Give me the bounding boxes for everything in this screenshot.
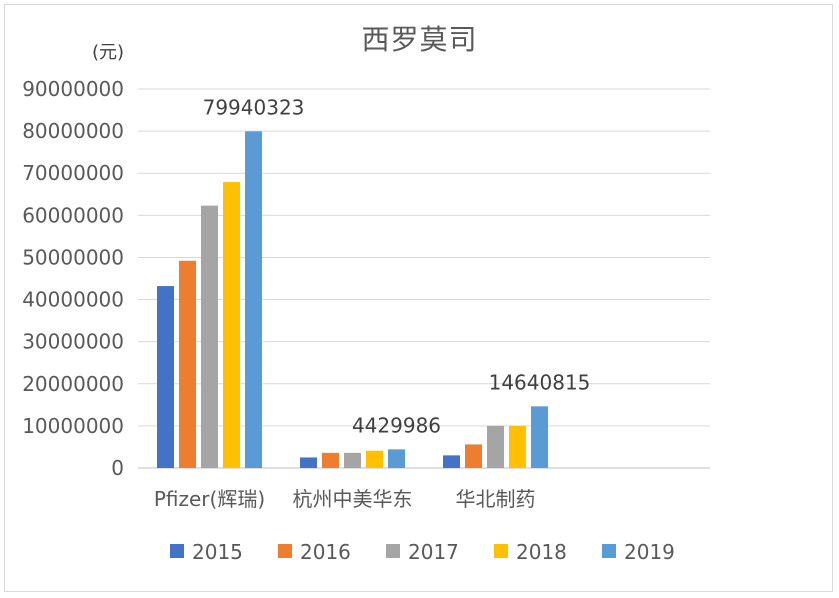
legend-swatch-2017 [386, 544, 400, 558]
bar-2019-1 [388, 449, 405, 468]
data-label: 79940323 [203, 95, 305, 119]
y-tick-label: 90000000 [22, 77, 124, 101]
chart-title: 西罗莫司 [361, 23, 478, 56]
y-tick-label: 80000000 [22, 119, 124, 143]
x-axis-category-labels: Pfizer(辉瑞) 杭州中美华东 华北制药 [154, 487, 536, 511]
y-tick-label: 30000000 [22, 330, 124, 354]
bar-2019-0 [245, 131, 262, 468]
category-label: 华北制药 [456, 487, 536, 511]
legend-swatch-2015 [170, 544, 184, 558]
data-label: 4429986 [352, 413, 441, 437]
bars [157, 131, 548, 469]
y-tick-label: 70000000 [22, 161, 124, 185]
legend-swatch-2016 [278, 544, 292, 558]
bar-2018-1 [366, 450, 383, 468]
data-labels: 79940323 4429986 14640815 [203, 95, 591, 437]
bar-2017-1 [344, 452, 361, 468]
category-label: Pfizer(辉瑞) [154, 487, 265, 511]
y-tick-label: 0 [111, 456, 124, 480]
legend-swatch-2018 [494, 544, 508, 558]
bar-2015-2 [443, 455, 460, 468]
bar-2017-0 [201, 205, 218, 469]
y-axis-tick-labels: 0 10000000 20000000 30000000 40000000 5000000… [22, 77, 124, 480]
legend: 2015 2016 2017 2018 2019 [170, 540, 675, 564]
y-tick-label: 50000000 [22, 245, 124, 269]
bar-2019-2 [531, 406, 548, 468]
legend-label: 2018 [516, 540, 567, 564]
y-tick-label: 40000000 [22, 288, 124, 312]
bar-2016-1 [322, 452, 339, 468]
y-tick-label: 10000000 [22, 414, 124, 438]
legend-label: 2016 [300, 540, 351, 564]
bar-2016-2 [465, 444, 482, 468]
legend-label: 2015 [192, 540, 243, 564]
legend-swatch-2019 [602, 544, 616, 558]
bar-2018-2 [509, 425, 526, 468]
bar-2017-2 [487, 425, 504, 468]
y-axis-unit-label: (元) [92, 42, 125, 63]
bar-2015-0 [157, 286, 174, 468]
bar-2015-1 [300, 457, 317, 468]
chart-frame [4, 4, 833, 592]
legend-label: 2019 [624, 540, 675, 564]
y-tick-label: 20000000 [22, 372, 124, 396]
y-tick-label: 60000000 [22, 203, 124, 227]
data-label: 14640815 [489, 370, 591, 394]
category-label: 杭州中美华东 [293, 487, 413, 511]
bar-2018-0 [223, 182, 240, 468]
legend-label: 2017 [408, 540, 459, 564]
bar-2016-0 [179, 260, 196, 468]
